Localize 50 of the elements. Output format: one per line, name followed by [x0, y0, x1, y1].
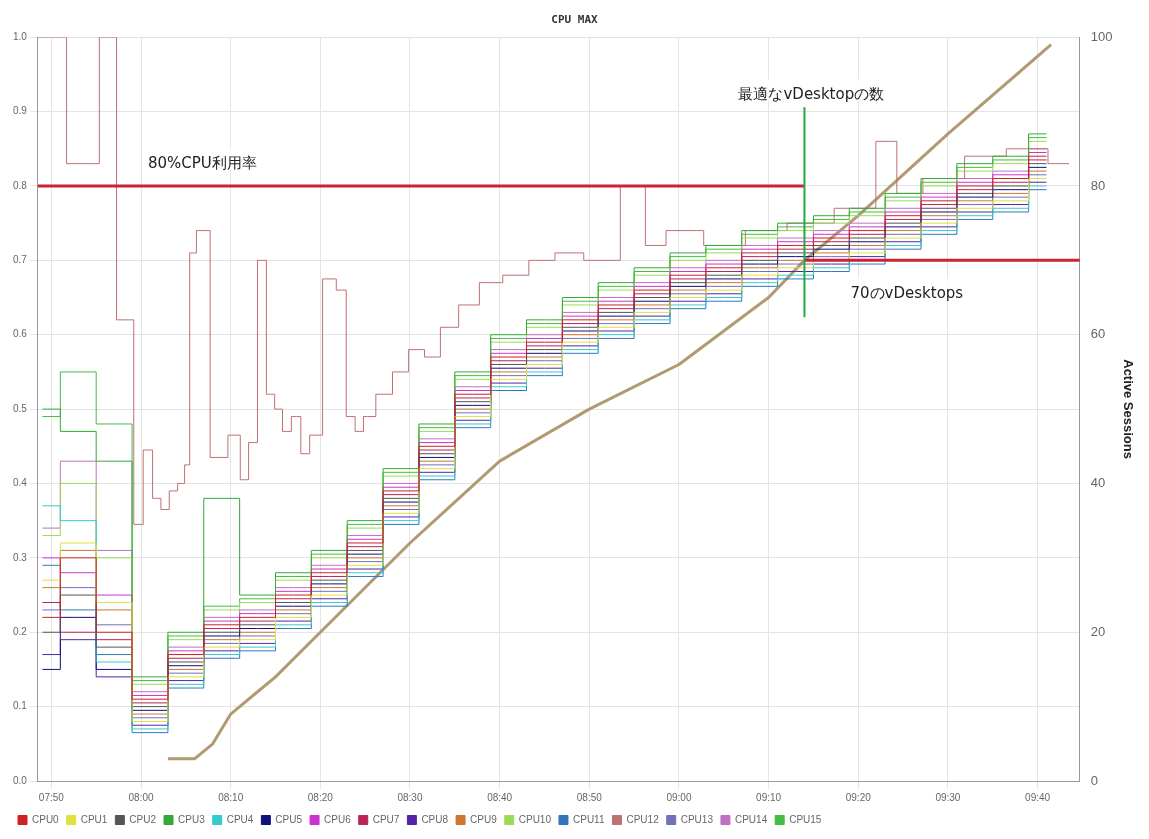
y-tick-label: 0.1 — [13, 700, 28, 712]
y-tick-label: 1.0 — [13, 30, 28, 42]
legend-label: CPU5 — [275, 813, 303, 825]
legend-label: CPU3 — [178, 813, 206, 825]
legend-label: CPU13 — [680, 813, 714, 825]
legend-label: CPU8 — [421, 813, 449, 825]
x-tick-label: 07:50 — [38, 791, 65, 803]
y-tick-label: 0.5 — [13, 402, 28, 414]
y2-tick-label: 40 — [1090, 475, 1106, 491]
legend-label: CPU11 — [572, 813, 605, 825]
y2-tick-label: 80 — [1090, 177, 1106, 193]
y2-tick-label: 20 — [1090, 623, 1106, 639]
y2-axis-title: Active Sessions — [1120, 359, 1136, 459]
y2-tick-label: 100 — [1090, 28, 1113, 44]
x-tick-label: 08:50 — [576, 791, 603, 803]
legend-label: CPU10 — [518, 813, 552, 825]
x-tick-label: 08:00 — [128, 791, 154, 803]
x-tick-label: 08:20 — [307, 791, 334, 803]
legend-label: CPU1 — [80, 813, 108, 825]
y-tick-label: 0.0 — [13, 774, 28, 786]
x-tick-label: 09:40 — [1025, 791, 1051, 803]
x-tick-label: 08:10 — [218, 791, 244, 803]
legend-label: CPU0 — [32, 813, 60, 825]
legend-label: CPU6 — [324, 813, 352, 825]
x-tick-label: 09:10 — [756, 791, 782, 803]
x-tick-label: 08:30 — [397, 791, 423, 803]
x-tick-label: 08:40 — [487, 791, 513, 803]
ref-line-label: 70のvDesktops — [850, 284, 964, 303]
legend-label: CPU15 — [789, 813, 822, 825]
legend-label: CPU9 — [470, 813, 498, 825]
y-tick-label: 0.2 — [13, 625, 28, 637]
y2-tick-label: 0 — [1090, 772, 1098, 788]
ref-line-label: 最適なvDesktopの数 — [738, 85, 885, 104]
x-tick-label: 09:30 — [935, 791, 961, 803]
y2-tick-label: 60 — [1090, 326, 1106, 342]
y-tick-label: 0.7 — [13, 254, 28, 266]
legend-label: CPU4 — [226, 813, 254, 825]
legend-label: CPU7 — [372, 813, 400, 825]
legend-label: CPU2 — [129, 813, 157, 825]
x-tick-label: 09:20 — [845, 791, 872, 803]
y-tick-label: 0.8 — [13, 179, 28, 191]
legend-label: CPU12 — [626, 813, 660, 825]
legend-label: CPU14 — [734, 813, 768, 825]
chart-title: CPU MAX — [551, 13, 599, 27]
y-tick-label: 0.9 — [13, 105, 28, 117]
y-tick-label: 0.4 — [13, 477, 28, 489]
y-tick-label: 0.6 — [13, 328, 28, 340]
y-tick-label: 0.3 — [13, 551, 28, 563]
ref-line-label: 80%CPU利用率 — [147, 153, 257, 172]
x-tick-label: 09:00 — [666, 791, 692, 803]
